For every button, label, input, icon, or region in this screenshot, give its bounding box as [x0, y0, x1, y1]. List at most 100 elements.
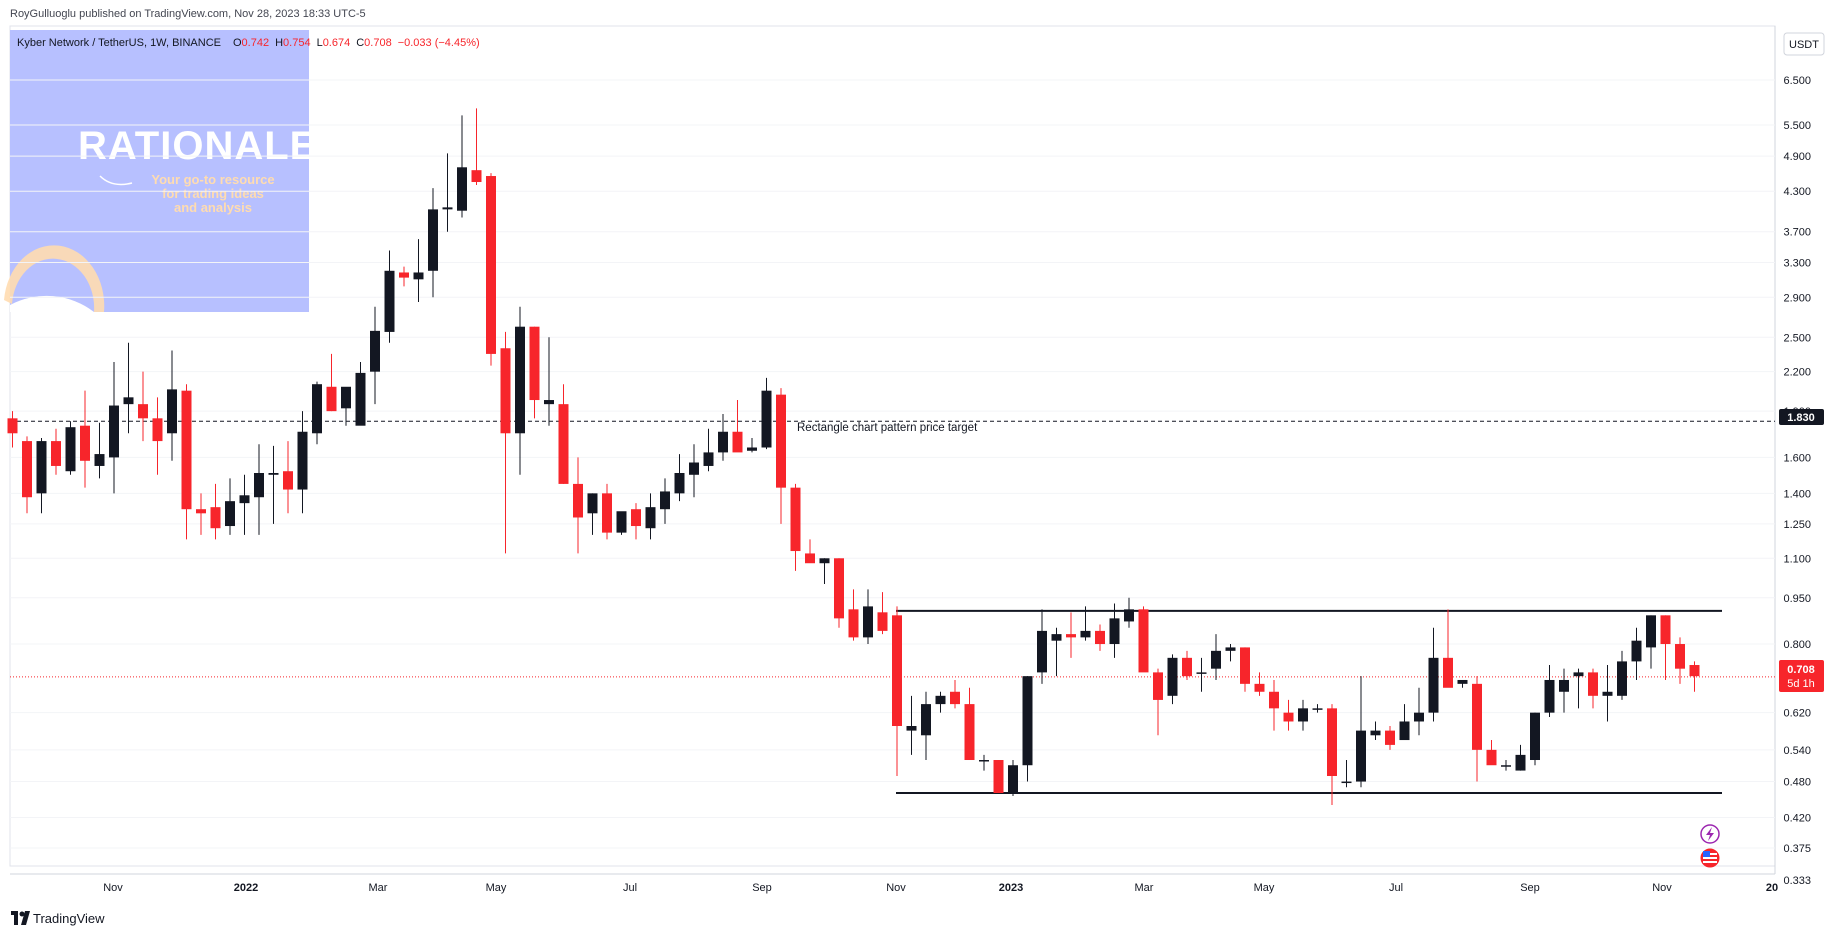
time-tick-label: 20	[1766, 882, 1778, 894]
candle-body	[993, 760, 1004, 794]
candle	[384, 250, 395, 343]
price-axis-ticks: 6.500 5.500 4.900 4.300 3.700 3.300 2.900 2.500…	[1783, 75, 1811, 887]
candle	[645, 493, 656, 540]
candle	[819, 558, 830, 584]
candle-body	[326, 386, 337, 412]
candle	[1515, 744, 1526, 771]
candle-body	[1167, 657, 1178, 696]
candle-body	[1080, 630, 1091, 638]
candle	[1312, 704, 1323, 713]
price-tick-label: 0.480	[1783, 777, 1811, 789]
candle-body	[341, 386, 351, 409]
close-value: 0.708	[364, 37, 392, 49]
candle-body	[1196, 672, 1207, 674]
candle	[1051, 627, 1062, 677]
candle	[674, 454, 685, 502]
alert-lightning-icon[interactable]	[1700, 824, 1720, 844]
candle	[1196, 657, 1207, 692]
candle	[776, 388, 786, 524]
candle-body	[573, 483, 583, 518]
currency-button-label[interactable]: USDT	[1789, 39, 1819, 51]
candle	[1341, 760, 1352, 788]
price-tick-label: 6.500	[1783, 75, 1811, 87]
candle	[1588, 668, 1598, 709]
candle-body	[1428, 657, 1439, 713]
tradingview-logo[interactable]: TradingView	[11, 911, 105, 926]
candle-body	[544, 400, 554, 405]
high-value: 0.754	[283, 37, 311, 49]
candle-body	[616, 511, 627, 533]
candle	[1356, 676, 1366, 788]
price-tick-label: 1.250	[1783, 519, 1811, 531]
candle	[123, 342, 134, 434]
candle	[1298, 699, 1308, 731]
price-tick-label: 0.420	[1783, 813, 1811, 825]
time-tick-label: Sep	[752, 882, 772, 894]
symbol-legend: Kyber Network / TetherUS, 1W, BINANCE O0.…	[17, 37, 480, 49]
price-tick-label: 0.800	[1783, 639, 1811, 651]
candle	[65, 421, 76, 475]
candle	[1689, 661, 1700, 692]
countdown-label: 5d 1h	[1787, 678, 1815, 690]
price-tick-label: 0.620	[1783, 708, 1811, 720]
candle-body	[152, 418, 163, 442]
time-tick-label: May	[486, 882, 507, 894]
candle-body	[1472, 683, 1482, 750]
time-tick-label: Mar	[369, 882, 388, 894]
logo-mark-dot	[19, 911, 25, 917]
price-tick-label: 5.500	[1783, 120, 1811, 132]
candle	[442, 153, 453, 232]
candle	[1385, 726, 1395, 750]
watermark-tagline-3: and analysis	[174, 200, 252, 215]
price-tick-label: 0.540	[1783, 745, 1811, 757]
candle-body	[167, 389, 177, 434]
currency-button[interactable]: USDT	[1783, 32, 1825, 56]
candle-body	[51, 441, 61, 466]
candle-body	[718, 431, 728, 453]
candle	[1095, 624, 1105, 651]
candle	[1631, 627, 1642, 680]
candle	[1544, 665, 1555, 718]
candle-body	[1689, 665, 1700, 677]
price-tick-label: 1.100	[1783, 553, 1811, 565]
candle-body	[1573, 672, 1584, 677]
flag-canton	[1703, 851, 1710, 857]
candle	[1370, 721, 1381, 741]
flag-icon[interactable]	[1700, 848, 1720, 868]
candle	[964, 687, 975, 761]
candle	[1167, 654, 1178, 705]
candle	[94, 422, 105, 479]
time-tick-label: 2023	[999, 882, 1023, 894]
candle-body	[1501, 765, 1511, 767]
candle-body	[355, 372, 366, 426]
candle	[283, 441, 293, 514]
candle-body	[1646, 615, 1656, 648]
candle	[1124, 597, 1134, 628]
candle-body	[558, 404, 569, 484]
candle	[1399, 704, 1410, 741]
candles	[7, 108, 1700, 805]
candle-body	[1283, 712, 1294, 722]
candle	[515, 306, 525, 475]
currency-button-box[interactable]	[1783, 32, 1825, 56]
candle	[935, 691, 946, 713]
candle-body	[384, 270, 395, 332]
candle-body	[1124, 609, 1134, 622]
watermark-arc	[4, 245, 105, 312]
candle-body	[1370, 730, 1381, 736]
candle	[1211, 634, 1221, 680]
candle-body	[674, 472, 685, 494]
candle-body	[921, 704, 931, 736]
candle	[631, 503, 641, 540]
time-tick-label: May	[1254, 882, 1275, 894]
candle	[1225, 644, 1236, 662]
candle	[413, 239, 424, 302]
low-label: L	[317, 37, 323, 49]
candle-body	[1240, 647, 1250, 684]
candle	[790, 483, 801, 571]
candle	[834, 558, 844, 628]
candle-body	[65, 427, 76, 472]
time-tick-label: Jul	[1389, 882, 1403, 894]
candle	[1008, 760, 1018, 796]
candle	[950, 679, 960, 709]
